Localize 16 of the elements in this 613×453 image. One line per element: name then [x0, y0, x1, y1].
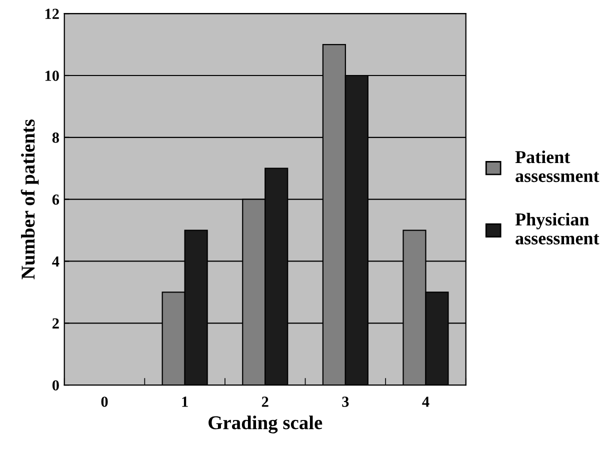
y-tick-label: 10	[45, 70, 59, 81]
x-tick-label: 1	[182, 396, 188, 407]
x-tick-label: 0	[101, 396, 108, 407]
y-tick-label: 0	[52, 380, 59, 390]
y-tick-label: 4	[52, 256, 60, 267]
y-axis-title: Number of patients	[20, 119, 39, 280]
y-tick-label: 12	[45, 8, 59, 19]
y-tick-label: 2	[52, 318, 59, 328]
legend-label: Physician assessment	[515, 212, 600, 244]
x-tick-label: 2	[262, 396, 268, 407]
y-tick-label: 6	[52, 194, 60, 205]
x-tick-label: 4	[422, 396, 430, 407]
y-tick-label: 8	[52, 132, 59, 143]
x-axis-title: Grading scale	[208, 416, 322, 434]
x-tick-label: 3	[342, 396, 349, 407]
legend-label: Patient assessment	[515, 150, 600, 182]
